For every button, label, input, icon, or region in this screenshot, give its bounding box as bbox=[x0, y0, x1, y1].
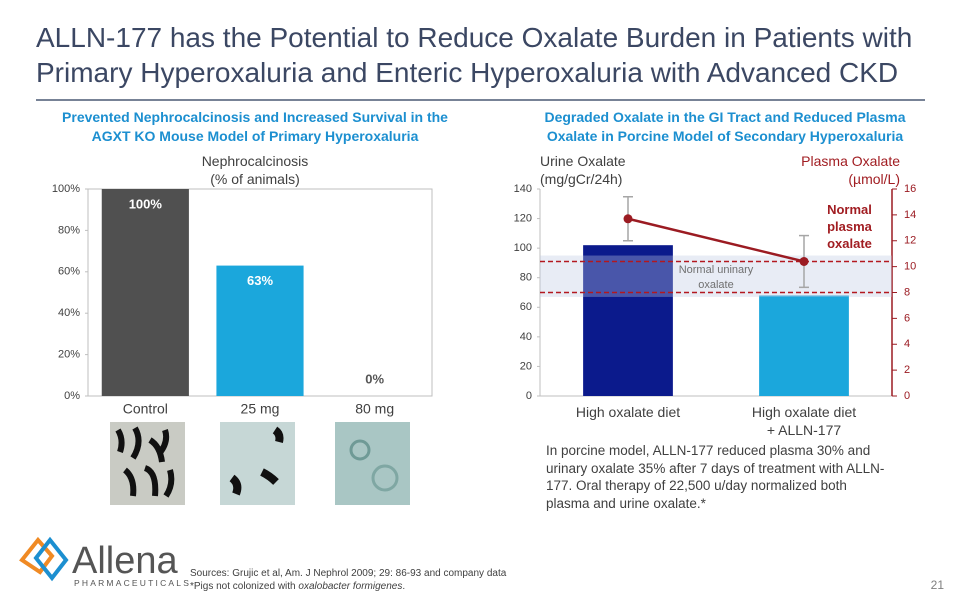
y-tick-label: 0 bbox=[526, 390, 532, 402]
footnote-text: . bbox=[402, 581, 406, 592]
y-tick-label: 60 bbox=[520, 301, 532, 313]
footnote-text: *Pigs not colonized with bbox=[190, 581, 299, 592]
x-tick-label: 25 mg bbox=[241, 401, 280, 417]
annotation: Normal plasma oxalate bbox=[827, 202, 872, 251]
logo-name: Allena bbox=[72, 540, 178, 582]
normal-range-band bbox=[540, 255, 892, 297]
footnote: *Pigs not colonized with oxalobacter for… bbox=[190, 580, 506, 593]
x-tick-label: Control bbox=[123, 401, 168, 417]
value-label: 100% bbox=[129, 196, 163, 211]
bar bbox=[583, 245, 673, 396]
page-number: 21 bbox=[930, 578, 944, 592]
sources: Sources: Grujic et al, Am. J Nephrol 200… bbox=[190, 567, 506, 593]
line-point bbox=[799, 256, 809, 266]
y2-tick-label: 14 bbox=[904, 209, 916, 221]
y-tick-label: 60% bbox=[58, 266, 80, 278]
y-tick-label: 80 bbox=[520, 272, 532, 284]
y-tick-label: 120 bbox=[514, 212, 532, 224]
value-label: 0% bbox=[365, 371, 384, 386]
y2-tick-label: 8 bbox=[904, 286, 910, 298]
y-tick-label: 40 bbox=[520, 331, 532, 343]
y2-tick-label: 10 bbox=[904, 261, 916, 273]
x-tick-label: High oxalate diet + ALLN-177 bbox=[751, 404, 857, 438]
logo-icon bbox=[19, 536, 69, 582]
y-tick-label: 80% bbox=[58, 224, 80, 236]
y2-tick-label: 16 bbox=[904, 183, 916, 195]
logo-subtitle: PHARMACEUTICALS bbox=[74, 578, 192, 588]
y-tick-label: 0% bbox=[64, 390, 80, 402]
y-tick-label: 20% bbox=[58, 349, 80, 361]
y2-tick-label: 6 bbox=[904, 312, 910, 324]
y-tick-label: 100 bbox=[514, 242, 532, 254]
y-tick-label: 20 bbox=[520, 360, 532, 372]
x-tick-label: High oxalate diet bbox=[575, 404, 681, 420]
x-tick-label: 80 mg bbox=[355, 401, 394, 417]
y2-tick-label: 12 bbox=[904, 235, 916, 247]
y-axis-label: Nephrocalcinosis (% of animals) bbox=[201, 153, 309, 187]
y2-tick-label: 4 bbox=[904, 338, 910, 350]
source-line: Sources: Grujic et al, Am. J Nephrol 200… bbox=[190, 568, 507, 579]
y-tick-label: 140 bbox=[514, 183, 532, 195]
line bbox=[627, 217, 805, 263]
value-label: 63% bbox=[247, 273, 273, 288]
bar bbox=[216, 265, 304, 396]
y-axis-label: Urine Oxalate (mg/gCr/24h) bbox=[540, 153, 626, 187]
y2-axis-label: Plasma Oxalate (µmol/L) bbox=[801, 153, 900, 187]
y-tick-label: 100% bbox=[52, 183, 80, 195]
footnote-italic: oxalobacter formigenes bbox=[298, 581, 403, 592]
y2-tick-label: 2 bbox=[904, 364, 910, 376]
bar bbox=[101, 189, 189, 396]
annotation: Normal uninary oxalate bbox=[678, 263, 754, 291]
chart-title: Prevented Nephrocalcinosis and Increased… bbox=[62, 109, 448, 144]
chart-title: Degraded Oxalate in the GI Tract and Red… bbox=[544, 109, 906, 144]
bar bbox=[759, 295, 849, 396]
histology-images bbox=[110, 422, 410, 505]
body-text: In porcine model, ALLN-177 reduced plasm… bbox=[546, 443, 885, 511]
y2-tick-label: 0 bbox=[904, 390, 910, 402]
line-point bbox=[623, 214, 633, 224]
slide-title: ALLN-177 has the Potential to Reduce Oxa… bbox=[36, 22, 913, 88]
y-tick-label: 40% bbox=[58, 307, 80, 319]
